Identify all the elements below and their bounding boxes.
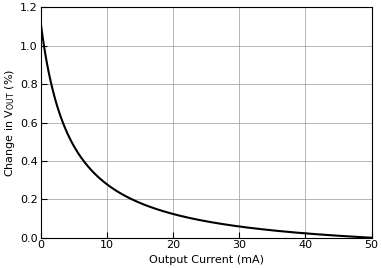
Y-axis label: Change in V$_{\rm OUT}$ (%): Change in V$_{\rm OUT}$ (%) (3, 68, 17, 177)
X-axis label: Output Current (mA): Output Current (mA) (149, 255, 264, 265)
